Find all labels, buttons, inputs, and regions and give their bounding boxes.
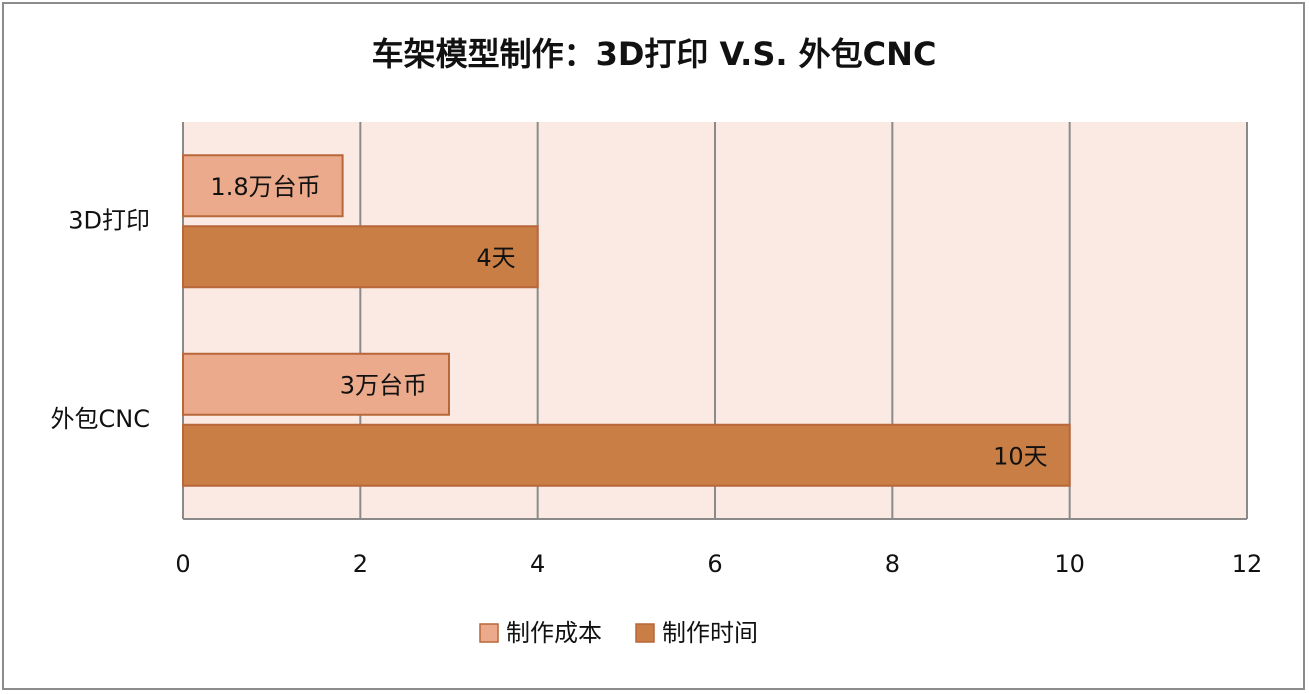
data-label: 1.8万台币 xyxy=(210,173,320,201)
legend-swatch xyxy=(479,623,499,643)
legend-label: 制作时间 xyxy=(662,619,758,647)
x-tick-label: 10 xyxy=(1054,550,1085,578)
x-tick-label: 6 xyxy=(707,550,722,578)
y-tick-label: 3D打印 xyxy=(68,206,150,234)
legend-swatch xyxy=(635,623,655,643)
x-tick-label: 2 xyxy=(353,550,368,578)
bar xyxy=(182,352,450,416)
data-label: 10天 xyxy=(993,442,1048,470)
bar xyxy=(182,225,539,289)
bar xyxy=(182,154,344,218)
chart-title: 车架模型制作：3D打印 V.S. 外包CNC xyxy=(372,35,937,73)
legend-label: 制作成本 xyxy=(506,619,602,647)
y-tick-label: 外包CNC xyxy=(51,405,150,433)
x-tick-label: 8 xyxy=(885,550,900,578)
x-tick-label: 0 xyxy=(175,550,190,578)
x-tick-label: 4 xyxy=(530,550,545,578)
data-label: 3万台币 xyxy=(340,371,427,399)
x-tick-label: 12 xyxy=(1232,550,1263,578)
data-label: 4天 xyxy=(476,244,515,272)
bar xyxy=(182,423,1071,487)
